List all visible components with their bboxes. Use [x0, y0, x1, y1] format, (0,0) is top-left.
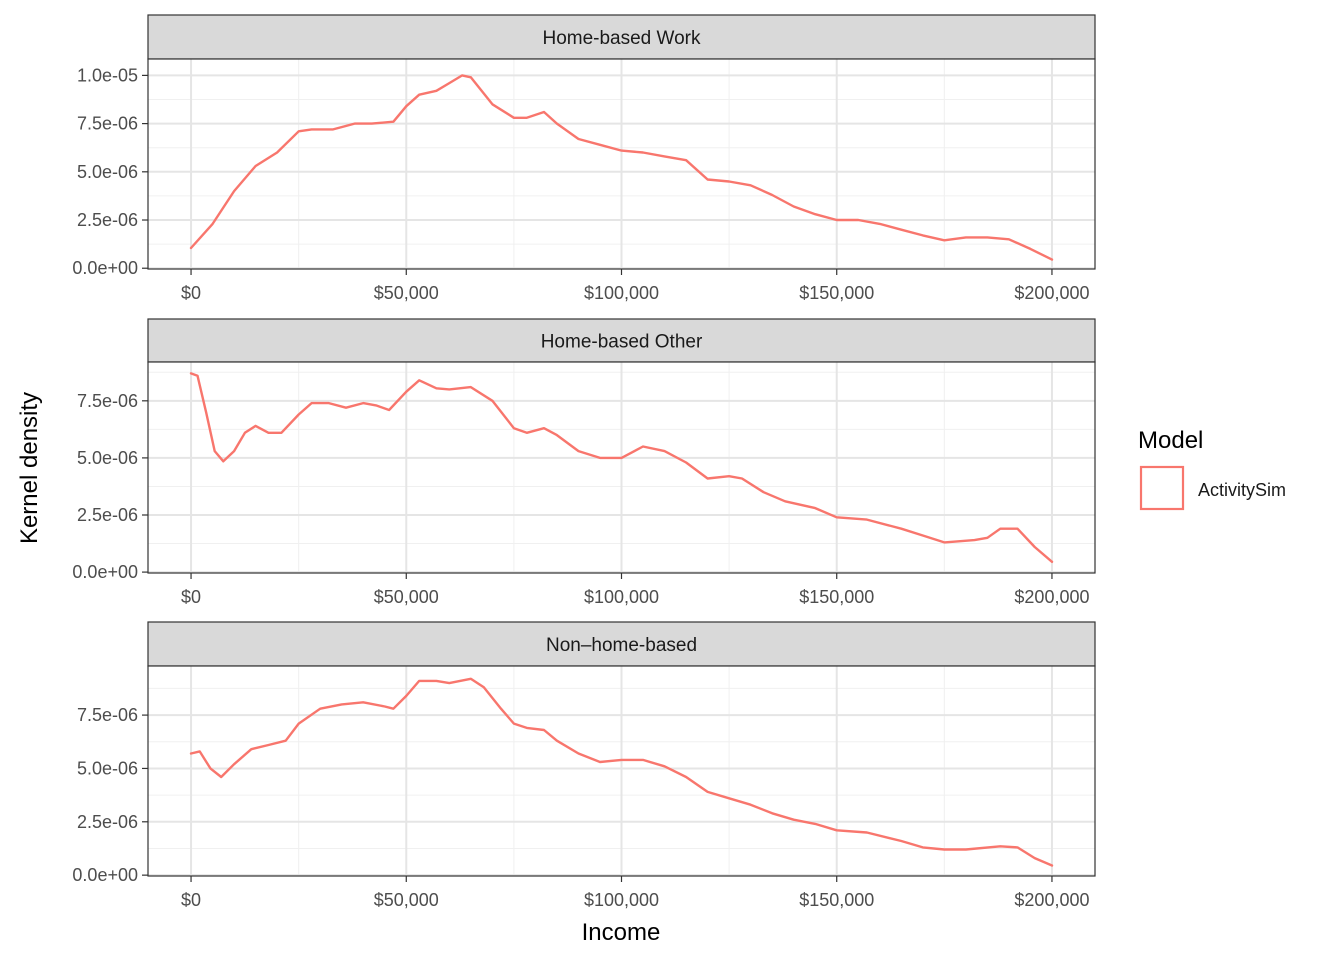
x-tick-label: $150,000 — [799, 587, 874, 607]
x-tick-label: $0 — [181, 587, 201, 607]
x-tick-label: $0 — [181, 283, 201, 303]
series-line-activitysim — [189, 372, 1054, 563]
y-tick-label: 7.5e-06 — [77, 705, 138, 725]
y-axis-title: Kernel density — [16, 392, 43, 544]
y-tick-label: 1.0e-05 — [77, 65, 138, 85]
y-tick-label: 5.0e-06 — [77, 448, 138, 468]
series-line-activitysim — [189, 677, 1054, 867]
y-tick-label: 5.0e-06 — [77, 162, 138, 182]
legend-title: Model — [1138, 427, 1203, 454]
x-tick-label: $100,000 — [584, 890, 659, 910]
facet-strip — [147, 14, 1096, 60]
series-line-activitysim — [189, 74, 1054, 261]
facet-title: Home-based Other — [541, 332, 703, 353]
legend: Model ActivitySim — [1138, 427, 1286, 511]
x-tick-label: $150,000 — [799, 283, 874, 303]
x-axis-title: Income — [582, 919, 661, 946]
x-tick-label: $50,000 — [374, 283, 439, 303]
x-tick-label: $200,000 — [1014, 890, 1089, 910]
panel-home-based-other: Home-based Other 0.0e+00 2.5e-06 5.0e-06 7.5… — [72, 318, 1096, 607]
y-tick-label: 7.5e-06 — [77, 114, 138, 134]
x-tick-label: $100,000 — [584, 587, 659, 607]
facet-title: Home-based Work — [542, 28, 701, 49]
x-tick-label: $100,000 — [584, 283, 659, 303]
x-tick-label: $0 — [181, 890, 201, 910]
y-tick-label: 2.5e-06 — [77, 505, 138, 525]
y-tick-label: 2.5e-06 — [77, 210, 138, 230]
x-tick-label: $50,000 — [374, 890, 439, 910]
facet-title: Non–home-based — [546, 635, 697, 656]
y-tick-label: 7.5e-06 — [77, 391, 138, 411]
x-tick-label: $50,000 — [374, 587, 439, 607]
y-tick-label: 2.5e-06 — [77, 812, 138, 832]
legend-label-activitysim: ActivitySim — [1198, 480, 1286, 500]
facet-strip — [147, 621, 1096, 667]
panel-non-home-based: Non–home-based 0.0e+00 2.5e-06 5.0e-06 7.5e-… — [72, 621, 1096, 910]
panel-home-based-work: Home-based Work 0.0e+00 2.5e-06 5.0e-06 7.5e… — [72, 14, 1096, 303]
x-tick-label: $150,000 — [799, 890, 874, 910]
y-tick-label: 5.0e-06 — [77, 758, 138, 778]
chart-panels: Home-based Work 0.0e+00 2.5e-06 5.0e-06 7.5e… — [72, 14, 1096, 910]
y-tick-label: 0.0e+00 — [72, 562, 138, 582]
x-tick-label: $200,000 — [1014, 283, 1089, 303]
legend-key-activitysim — [1139, 465, 1185, 511]
x-tick-label: $200,000 — [1014, 587, 1089, 607]
y-tick-label: 0.0e+00 — [72, 865, 138, 885]
y-tick-label: 0.0e+00 — [72, 258, 138, 278]
